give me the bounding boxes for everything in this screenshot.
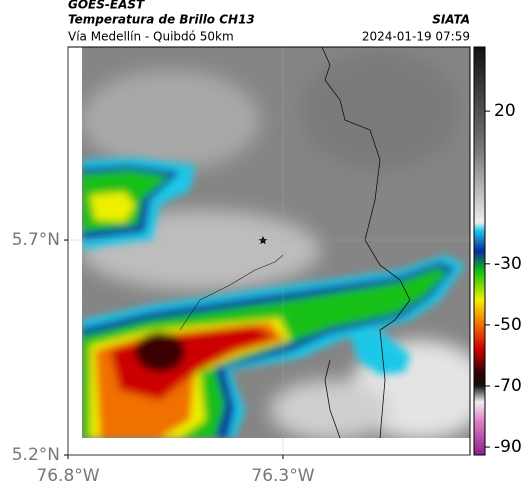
axes: 76.8°W 76.3°W 5.2°N 5.7°N 20 -30 -50 -70 -90 — [12, 47, 522, 486]
colorbar-tick-label: -90 — [494, 437, 522, 457]
title: Temperatura de Brillo CH13 — [68, 13, 255, 27]
x-tick-label: 76.3°W — [251, 466, 314, 486]
timestamp: 2024-01-19 07:59 — [362, 30, 470, 44]
colorbar-tick-label: -30 — [494, 254, 522, 274]
y-tick-label: 5.2°N — [12, 445, 60, 465]
colorbar-tick-label: 20 — [494, 101, 516, 121]
x-tick-label: 76.8°W — [36, 466, 99, 486]
colorbar — [473, 46, 486, 456]
route: Vía Medellín - Quibdó 50km — [68, 30, 234, 44]
source: GOES-EAST — [68, 0, 145, 12]
colorbar-tick-label: -50 — [494, 315, 522, 335]
brand: SIATA — [432, 13, 470, 27]
y-tick-label: 5.7°N — [12, 230, 60, 250]
colorbar-tick-label: -70 — [494, 376, 522, 396]
satellite-image — [82, 47, 470, 438]
